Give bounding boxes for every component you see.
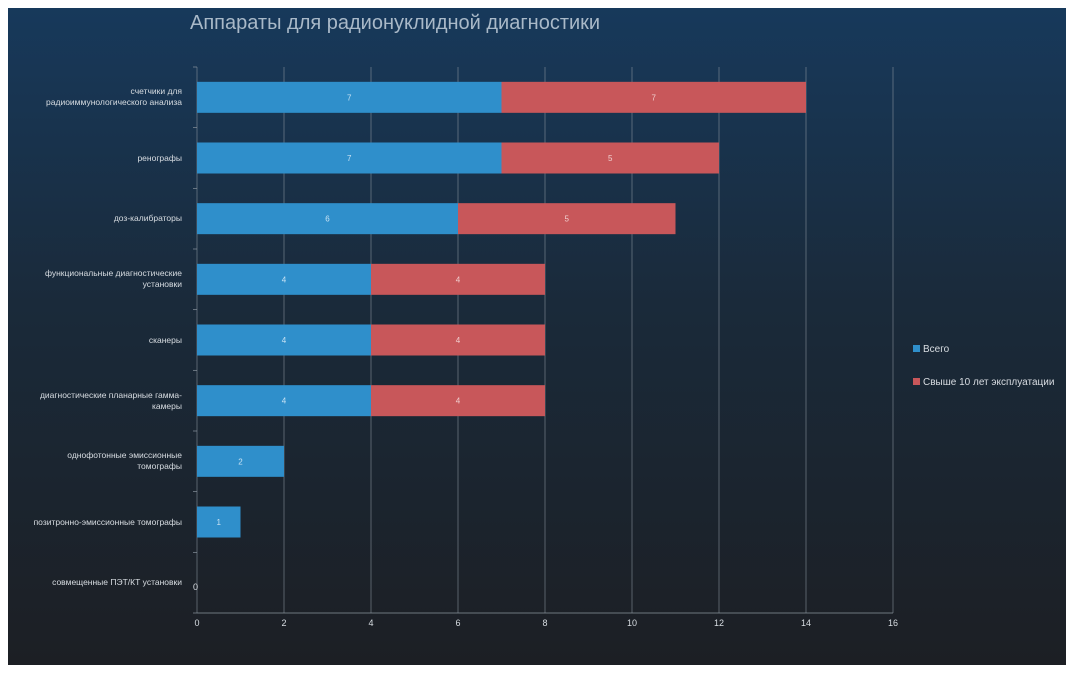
category-label-line: радиоиммунологического анализа	[46, 97, 182, 108]
category-label-line: установки	[142, 279, 182, 290]
category-label: сканеры	[4, 335, 182, 346]
bar-data-label: 5	[608, 154, 613, 163]
legend-label-total: Всего	[923, 344, 950, 355]
legend-item-total: Всего	[913, 344, 949, 355]
bar-over-10-years	[501, 142, 719, 174]
category-label-line: камеры	[151, 400, 182, 411]
bar-data-label: 4	[456, 275, 461, 284]
category-label: позитронно-эмиссионные томографы	[4, 517, 182, 528]
x-tick-label: 2	[281, 618, 287, 628]
bar-over-10-years	[371, 263, 545, 295]
bar-total	[197, 445, 284, 477]
bar-total	[197, 142, 502, 174]
chart-title: Аппараты для радионуклидной диагностики	[190, 12, 601, 34]
zero-value-label: 0	[193, 582, 199, 592]
x-tick-label: 12	[713, 618, 724, 628]
legend-swatch-total	[913, 345, 920, 352]
bar-data-label: 4	[282, 397, 287, 406]
bar-total	[197, 324, 371, 356]
category-label-line: диагностические планарные гамма-	[39, 389, 182, 400]
category-label-line: ренографы	[137, 152, 182, 163]
bar-over-10-years	[501, 81, 806, 113]
legend-label-over-10-years: Свыше 10 лет эксплуатации	[923, 377, 1055, 388]
bar-data-label: 4	[456, 336, 461, 345]
bar-data-label: 4	[456, 397, 461, 406]
category-label: ренографы	[4, 153, 182, 164]
x-tick-label: 10	[626, 618, 637, 628]
bar-over-10-years	[371, 385, 545, 417]
category-label: совмещенные ПЭТ/КТ установки	[4, 577, 182, 588]
x-tick-label: 4	[368, 618, 374, 628]
bar-data-label: 7	[347, 154, 352, 163]
category-label-line: однофотонные эмиссионные	[67, 450, 182, 461]
bar-data-label: 4	[282, 336, 287, 345]
bar-total	[197, 506, 241, 538]
bar-data-label: 5	[565, 215, 570, 224]
x-tick-label: 14	[800, 618, 811, 628]
category-label-line: сканеры	[148, 334, 182, 345]
bar-total	[197, 81, 502, 113]
category-label: функциональные диагностические установки	[4, 268, 182, 290]
bar-total	[197, 263, 371, 295]
category-label: диагностические планарные гамма-камеры	[4, 390, 182, 412]
category-label-line: позитронно-эмиссионные томографы	[33, 516, 182, 527]
category-label-line: счетчики для	[130, 86, 182, 97]
legend-swatch-over-10-years	[913, 378, 920, 385]
category-label-line: функциональные диагностические	[44, 268, 182, 279]
bar-data-label: 4	[282, 275, 287, 284]
bar-over-10-years	[458, 203, 676, 235]
x-tick-label: 0	[194, 618, 200, 628]
x-tick-label: 6	[455, 618, 461, 628]
bar-over-10-years	[371, 324, 545, 356]
x-tick-label: 16	[887, 618, 898, 628]
bar-data-label: 7	[652, 93, 657, 102]
bar-total	[197, 203, 458, 235]
bar-data-label: 6	[325, 215, 330, 224]
category-label-line: совмещенные ПЭТ/КТ установки	[52, 577, 182, 588]
category-label: однофотонные эмиссионные томографы	[4, 450, 182, 472]
bar-data-label: 7	[347, 93, 352, 102]
category-label-line: томографы	[137, 461, 182, 472]
bar-data-label: 1	[217, 518, 222, 527]
category-label: счетчики для радиоиммунологического анали…	[4, 86, 182, 108]
category-label-line: доз-калибраторы	[113, 213, 182, 224]
bar-data-label: 2	[238, 457, 243, 466]
bar-total	[197, 385, 371, 417]
legend-item-over-10-years: Свыше 10 лет эксплуатации	[913, 377, 1054, 388]
x-tick-label: 8	[542, 618, 548, 628]
category-label: доз-калибраторы	[4, 213, 182, 224]
